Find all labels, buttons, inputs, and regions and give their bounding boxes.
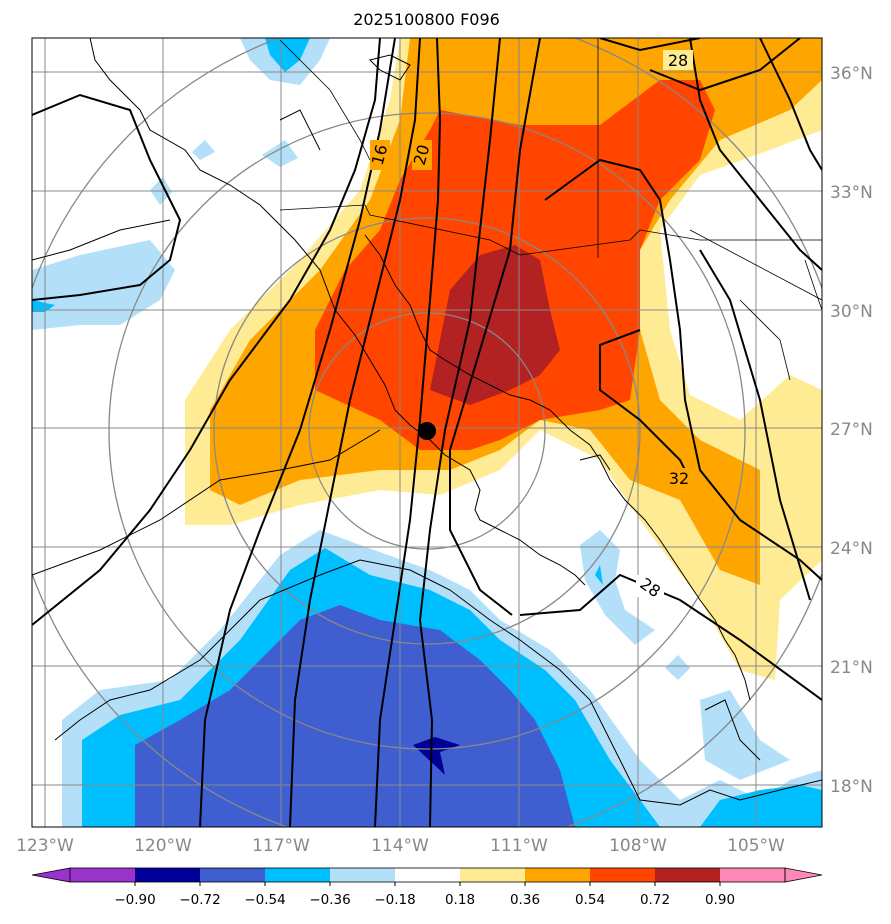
colorbar-segment <box>395 868 461 882</box>
colorbar-tick-label: −0.54 <box>244 892 285 908</box>
colorbar-segment <box>200 868 266 882</box>
colorbar-tick-label: −0.36 <box>309 892 350 908</box>
lat-label: 24°N <box>830 539 873 559</box>
colorbar-segment <box>655 868 721 882</box>
lon-label: 105°W <box>727 836 785 856</box>
fill-neg-0.54-s <box>135 605 575 827</box>
colorbar-segment <box>590 868 656 882</box>
lat-label: 18°N <box>830 777 873 797</box>
lon-label: 108°W <box>609 836 667 856</box>
colorbar-tick-label: −0.72 <box>179 892 220 908</box>
lat-label: 33°N <box>830 183 873 203</box>
contour-label-32: 32 <box>669 469 689 488</box>
lon-label: 114°W <box>371 836 429 856</box>
colorbar-tick-label: 0.90 <box>705 892 735 908</box>
colorbar-tick-label: 0.54 <box>575 892 605 908</box>
colorbar-segment <box>330 868 396 882</box>
lon-label: 111°W <box>490 836 548 856</box>
fill-neg-0.36-dot <box>595 565 603 585</box>
contour-label-28-north: 28 <box>668 51 688 70</box>
colorbar-segment <box>720 868 786 882</box>
lat-label: 36°N <box>830 64 873 84</box>
colorbar-extend-high <box>784 867 823 883</box>
colorbar-extend-low <box>31 867 71 883</box>
colorbar-segment <box>135 868 201 882</box>
center-marker <box>418 422 436 440</box>
map-title: 2025100800 F096 <box>353 10 500 29</box>
colorbar-tick-label: 0.36 <box>510 892 540 908</box>
lat-label: 21°N <box>830 658 873 678</box>
colorbar-tick-label: −0.90 <box>114 892 155 908</box>
lon-label: 117°W <box>252 836 310 856</box>
map-frame <box>31 37 823 828</box>
lon-label: 123°W <box>16 836 74 856</box>
fill-neg-0.36-se <box>700 785 822 827</box>
longitude-labels: 123°W 120°W 117°W 114°W 111°W 108°W 105°… <box>16 836 785 856</box>
fill-neg-0.18-w <box>32 240 175 330</box>
colorbar-segment <box>460 868 526 882</box>
fill-neg-0.18-mid <box>580 530 655 645</box>
fill-neg-0.18-se <box>700 690 790 780</box>
latitude-labels: 36°N 33°N 30°N 27°N 24°N 21°N 18°N <box>830 64 873 797</box>
fill-neg-0.36-ne <box>265 38 310 72</box>
range-rings <box>32 38 822 827</box>
colorbar-segment <box>265 868 331 882</box>
borders <box>279 38 822 381</box>
contour-labels: 16 20 28 28 32 <box>368 50 694 601</box>
fill-neg-0.72-s <box>413 737 460 775</box>
fill-neg-0.18-small2 <box>192 140 215 160</box>
colorbar-segment <box>70 868 136 882</box>
contour-label-20: 20 <box>410 143 434 168</box>
colorbar-tick-label: −0.18 <box>374 892 415 908</box>
fill-0.72-0.90 <box>430 245 560 405</box>
lat-label: 30°N <box>830 302 873 322</box>
colorbar-segment <box>525 868 591 882</box>
colorbar-frame <box>69 867 786 883</box>
coastlines <box>32 38 822 806</box>
contour-label-16: 16 <box>368 143 392 168</box>
colorbar-tick-label: 0.18 <box>445 892 475 908</box>
colorbar-tick-label: 0.72 <box>640 892 670 908</box>
fill-neg-0.36-w <box>32 300 55 312</box>
lat-label: 27°N <box>830 420 873 440</box>
colorbar: −0.90 −0.72 −0.54 −0.36 −0.18 0.18 0.36 0.54 0.7… <box>31 867 823 908</box>
fill-neg-0.18-dot <box>665 655 690 680</box>
map-area <box>32 38 822 827</box>
lon-label: 120°W <box>134 836 192 856</box>
fill-neg-0.18-small1 <box>262 140 298 167</box>
